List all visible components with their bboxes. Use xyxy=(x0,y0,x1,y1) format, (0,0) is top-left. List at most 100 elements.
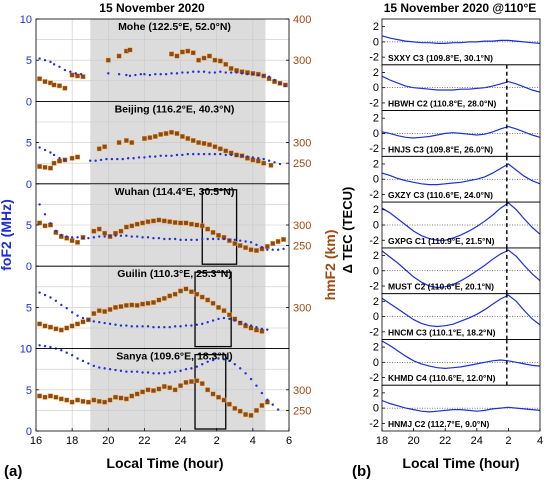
x-tick-label: 18 xyxy=(66,435,78,447)
left-ylabel-fof2: foF2 (MHz) xyxy=(0,199,14,271)
fof2-point xyxy=(235,154,238,157)
fof2-point xyxy=(157,236,161,240)
hmf2-point xyxy=(75,73,80,79)
right-title: 15 November 2020 @110°E xyxy=(384,1,537,15)
fof2-point xyxy=(146,371,150,374)
hmf2-point xyxy=(248,247,254,253)
fof2-point xyxy=(184,368,188,371)
hmf2-point xyxy=(91,397,97,403)
left-title: 15 November 2020 xyxy=(99,1,205,15)
hmf2-point xyxy=(151,388,156,394)
y-tick-label-left: 5 xyxy=(26,302,32,314)
hmf2-point xyxy=(116,140,122,145)
fof2-point xyxy=(63,158,67,162)
hmf2-point xyxy=(42,223,48,229)
dtec-panel: HNCM C3 (110.1°E, 18.2°N) -2 0 2 xyxy=(369,293,541,340)
fof2-point xyxy=(244,372,247,375)
fof2-point xyxy=(108,368,112,371)
hmf2-point xyxy=(123,224,129,230)
hmf2-point xyxy=(145,300,151,306)
hmf2-point xyxy=(178,220,183,226)
fof2-point xyxy=(222,316,226,320)
hmf2-point xyxy=(156,297,162,303)
y-tick-label: -2 xyxy=(369,281,379,293)
fof2-point xyxy=(260,246,264,249)
dtec-series-line xyxy=(381,163,541,186)
fof2-point xyxy=(54,299,58,303)
station-label: MUST C2 (110.6°E, 20.1°N) xyxy=(388,282,494,292)
hmf2-point xyxy=(167,219,173,225)
fof2-point xyxy=(54,229,58,232)
fof2-point xyxy=(229,153,233,157)
fof2-point xyxy=(76,236,79,239)
hmf2-point xyxy=(237,243,243,248)
fof2-point xyxy=(219,152,222,156)
fof2-point xyxy=(114,323,117,326)
fof2-point xyxy=(266,328,269,331)
hmf2-point xyxy=(210,300,216,306)
panel-title: Mohe (122.5°E, 52.0°N) xyxy=(118,21,231,33)
highlight-box xyxy=(194,353,227,430)
fof2-point xyxy=(168,325,171,329)
right-ylabel-dtec: Δ TEC (TECU) xyxy=(340,187,355,274)
hmf2-point xyxy=(151,218,156,224)
fof2-point xyxy=(43,213,47,216)
hmf2-point xyxy=(207,53,212,59)
fof2-point xyxy=(175,72,179,75)
panel-label-b: (b) xyxy=(352,463,371,480)
hmf2-point xyxy=(161,295,167,301)
fof2-point xyxy=(266,248,269,251)
hmf2-point xyxy=(129,223,135,229)
dtec-panel: HNJS C3 (109.8°E, 26.0°N) -2 0 2 xyxy=(369,110,541,157)
fof2-point xyxy=(175,153,179,157)
dtec-panel: GXZY C3 (110.6°E, 24.0°N) -2 0 2 xyxy=(369,155,541,203)
hmf2-point xyxy=(221,397,227,403)
panel-title: Sanya (109.6°E, 18.3°N) xyxy=(116,351,232,363)
hmf2-point xyxy=(102,230,108,236)
y-tick-label: 0 xyxy=(373,36,379,48)
fof2-point xyxy=(202,70,206,73)
fof2-point xyxy=(186,71,189,74)
hmf2-point xyxy=(199,223,205,229)
hmf2-point xyxy=(156,386,162,392)
fof2-point xyxy=(139,73,143,76)
hmf2-point xyxy=(199,381,205,387)
fof2-point xyxy=(141,371,144,374)
fof2-point xyxy=(201,237,204,241)
fof2-point xyxy=(266,398,269,401)
fof2-point xyxy=(217,317,220,321)
fof2-point xyxy=(260,327,264,331)
fof2-point xyxy=(43,148,47,152)
fof2-point xyxy=(197,152,200,156)
hmf2-point xyxy=(129,393,135,399)
fof2-point xyxy=(229,71,233,74)
fof2-point xyxy=(105,157,108,161)
fof2-point xyxy=(201,322,204,326)
fof2-point xyxy=(284,84,287,87)
fof2-point xyxy=(119,234,123,237)
right-xlabel: Local Time (hour) xyxy=(402,455,519,471)
y-tick-label: 0 xyxy=(373,265,379,277)
fof2-point xyxy=(136,325,139,328)
hmf2-point xyxy=(216,232,221,238)
fof2-point xyxy=(157,372,161,375)
fof2-point xyxy=(255,243,258,246)
fof2-point xyxy=(233,238,236,242)
y-tick-label: -2 xyxy=(369,418,379,430)
fof2-point xyxy=(164,154,168,157)
hmf2-point xyxy=(264,244,270,249)
hmf2-point xyxy=(194,291,200,297)
fof2-point xyxy=(49,151,52,154)
dtec-panel: HNMJ C2 (112.7°E, 9.0°N) -2 0 2 xyxy=(369,384,541,432)
hmf2-point xyxy=(145,219,151,225)
fof2-point xyxy=(92,236,96,239)
hmf2-point xyxy=(205,297,211,303)
fof2-point xyxy=(276,248,280,251)
hmf2-point xyxy=(217,58,223,64)
fof2-point xyxy=(43,59,47,62)
station-label: KHMD C4 (110.6°E, 12.0°N) xyxy=(388,373,496,383)
hmf2-point xyxy=(86,399,91,405)
hmf2-point xyxy=(118,304,124,309)
